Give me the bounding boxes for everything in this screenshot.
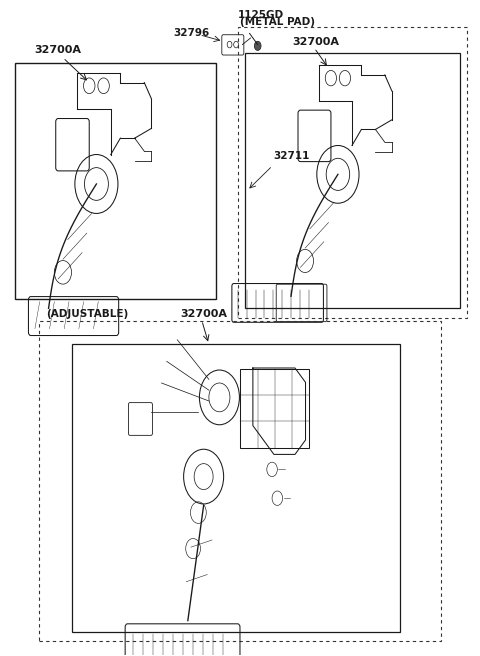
- Bar: [245, 53, 460, 308]
- Text: 32700A: 32700A: [34, 45, 81, 55]
- Text: 1125GD: 1125GD: [238, 10, 284, 20]
- Text: (METAL PAD): (METAL PAD): [240, 17, 315, 27]
- Text: 32700A: 32700A: [180, 309, 227, 319]
- Text: 32796: 32796: [173, 28, 209, 38]
- Text: (ADJUSTABLE): (ADJUSTABLE): [46, 309, 129, 319]
- Bar: [238, 27, 468, 318]
- Text: 32711: 32711: [274, 151, 310, 161]
- Text: 32700A: 32700A: [293, 37, 340, 47]
- Bar: [39, 321, 441, 641]
- Bar: [15, 63, 216, 298]
- Circle shape: [254, 41, 261, 51]
- Bar: [72, 344, 400, 632]
- Bar: [240, 369, 309, 448]
